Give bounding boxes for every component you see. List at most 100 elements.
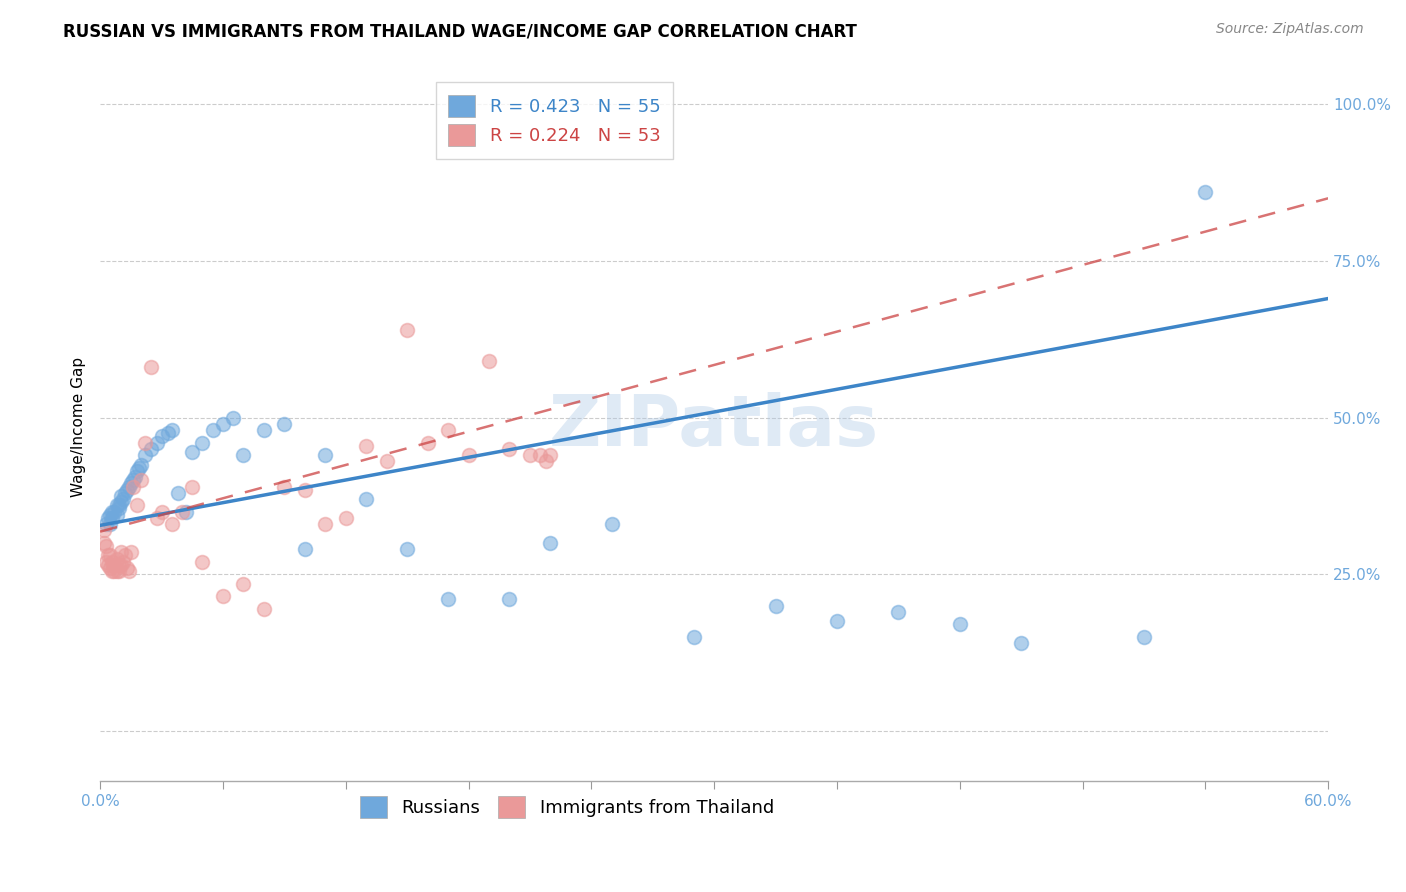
Point xyxy=(253,423,276,437)
Point xyxy=(396,542,419,557)
Point xyxy=(115,483,138,497)
Point xyxy=(114,485,136,500)
Point xyxy=(110,558,132,572)
Point xyxy=(887,605,910,619)
Point xyxy=(101,505,124,519)
Point xyxy=(273,479,295,493)
Point xyxy=(128,460,150,475)
Point xyxy=(600,517,623,532)
Point xyxy=(294,483,316,497)
Point xyxy=(107,498,129,512)
Point xyxy=(120,545,142,559)
Point xyxy=(396,323,419,337)
Point xyxy=(174,505,197,519)
Point xyxy=(98,508,121,522)
Point xyxy=(825,614,848,628)
Point xyxy=(110,489,132,503)
Point xyxy=(212,589,235,603)
Point xyxy=(111,491,134,506)
Point xyxy=(110,545,132,559)
Point xyxy=(354,439,377,453)
Text: ZIPatlas: ZIPatlas xyxy=(550,392,879,461)
Point xyxy=(103,505,125,519)
Point xyxy=(111,555,134,569)
Point xyxy=(201,423,224,437)
Point xyxy=(181,479,204,493)
Point xyxy=(141,360,163,375)
Point xyxy=(134,448,156,462)
Point xyxy=(96,539,118,553)
Point xyxy=(122,473,145,487)
Point xyxy=(156,426,179,441)
Point xyxy=(314,517,336,532)
Point xyxy=(134,435,156,450)
Point xyxy=(101,564,124,578)
Point xyxy=(222,410,245,425)
Point xyxy=(103,564,125,578)
Point xyxy=(765,599,787,613)
Point xyxy=(498,442,520,456)
Point xyxy=(141,442,163,456)
Point xyxy=(232,448,254,462)
Point xyxy=(529,448,551,462)
Point xyxy=(129,473,152,487)
Point xyxy=(105,498,128,512)
Y-axis label: Wage/Income Gap: Wage/Income Gap xyxy=(72,357,86,497)
Point xyxy=(146,511,169,525)
Point xyxy=(114,549,136,563)
Text: Source: ZipAtlas.com: Source: ZipAtlas.com xyxy=(1216,22,1364,37)
Point xyxy=(146,435,169,450)
Point xyxy=(105,551,128,566)
Point xyxy=(375,454,398,468)
Point xyxy=(125,498,148,512)
Legend: Russians, Immigrants from Thailand: Russians, Immigrants from Thailand xyxy=(353,789,782,825)
Point xyxy=(97,558,120,572)
Point xyxy=(160,517,183,532)
Point xyxy=(110,495,132,509)
Point xyxy=(150,429,173,443)
Point xyxy=(115,561,138,575)
Point xyxy=(97,511,120,525)
Point xyxy=(107,501,129,516)
Point xyxy=(538,448,561,462)
Point xyxy=(498,592,520,607)
Point xyxy=(1133,630,1156,644)
Point xyxy=(273,417,295,431)
Point xyxy=(682,630,704,644)
Point xyxy=(457,448,479,462)
Point xyxy=(105,508,128,522)
Point xyxy=(170,505,193,519)
Point xyxy=(167,485,190,500)
Point xyxy=(191,435,214,450)
Point xyxy=(101,511,124,525)
Point xyxy=(294,542,316,557)
Point xyxy=(181,445,204,459)
Point xyxy=(191,555,214,569)
Point xyxy=(103,558,125,572)
Point xyxy=(98,561,121,575)
Point xyxy=(538,536,561,550)
Point xyxy=(437,423,460,437)
Point xyxy=(124,470,146,484)
Point xyxy=(129,458,152,472)
Point xyxy=(98,549,121,563)
Point xyxy=(437,592,460,607)
Point xyxy=(107,558,129,572)
Point xyxy=(1194,185,1216,199)
Point xyxy=(536,454,558,468)
Point xyxy=(354,491,377,506)
Point xyxy=(253,601,276,615)
Point xyxy=(97,549,120,563)
Point xyxy=(519,448,541,462)
Point xyxy=(118,564,141,578)
Point xyxy=(335,511,357,525)
Point xyxy=(120,476,142,491)
Point xyxy=(107,564,129,578)
Point xyxy=(98,517,121,532)
Point xyxy=(101,555,124,569)
Point xyxy=(105,564,128,578)
Point xyxy=(478,354,501,368)
Point xyxy=(125,464,148,478)
Point xyxy=(150,505,173,519)
Point xyxy=(416,435,439,450)
